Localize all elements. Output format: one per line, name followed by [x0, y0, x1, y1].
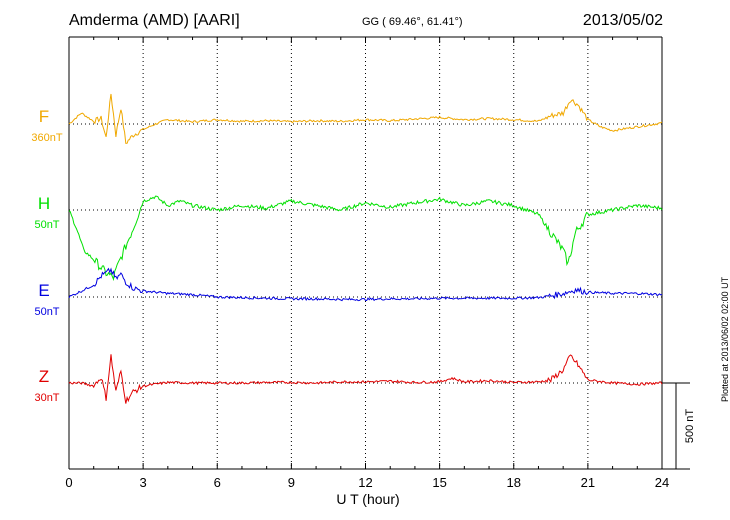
scale-bar: 500 nT: [662, 382, 696, 470]
series-lines: [68, 93, 663, 404]
x-tick-label: 3: [140, 475, 147, 490]
x-ticks: 0 3 6 9 12 15 18 21 24: [65, 37, 669, 490]
component-scale-e: 50nT: [34, 306, 59, 318]
component-labels: F 360nT H 50nT E 50nT Z 30nT: [31, 107, 62, 404]
component-scale-z: 30nT: [34, 392, 59, 404]
x-tick-label: 18: [507, 475, 521, 490]
series-line-h: [68, 195, 663, 282]
station-title: Amderma (AMD) [AARI]: [69, 12, 240, 29]
component-label-h: H: [38, 194, 50, 213]
plotted-timestamp: Plotted at 2013/06/02 02:00 UT: [720, 276, 730, 402]
date-label: 2013/05/02: [582, 12, 663, 29]
x-tick-label: 21: [581, 475, 595, 490]
grid-lines: [142, 37, 589, 469]
component-scale-h: 50nT: [34, 219, 59, 231]
component-label-e: E: [38, 281, 49, 300]
x-tick-label: 24: [655, 475, 669, 490]
baselines: [69, 123, 662, 384]
x-tick-label: 6: [214, 475, 221, 490]
x-tick-label: 12: [358, 475, 372, 490]
series-line-e: [68, 267, 663, 302]
x-tick-label: 9: [288, 475, 295, 490]
x-tick-label: 0: [65, 475, 72, 490]
component-scale-f: 360nT: [31, 132, 62, 144]
scale-bar-label: 500 nT: [684, 409, 696, 444]
component-label-f: F: [39, 107, 49, 126]
series-line-f: [68, 93, 663, 144]
series-line-z: [68, 354, 663, 404]
x-axis-title: U T (hour): [336, 491, 399, 507]
component-label-z: Z: [39, 367, 49, 386]
coordinates-label: GG ( 69.46°, 61.41°): [362, 16, 463, 28]
x-tick-label: 15: [432, 475, 446, 490]
